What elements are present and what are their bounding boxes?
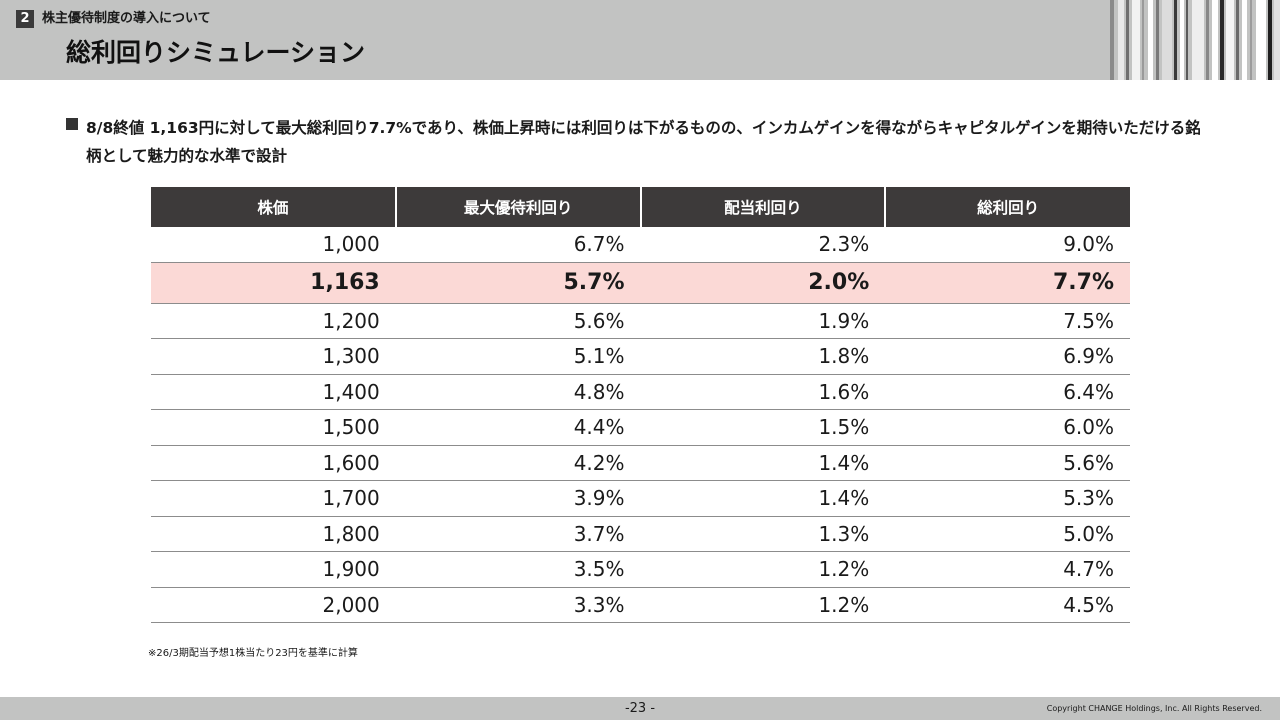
cell-total-yield: 6.4% [885,374,1130,410]
table-row: 1,300 5.1% 1.8% 6.9% [151,338,1130,375]
table-row: 1,500 4.4% 1.5% 6.0% [151,409,1130,446]
table-row-highlighted: 1,163 5.7% 2.0% 7.7% [151,262,1130,304]
column-header-stock-price: 株価 [151,187,396,227]
table-body: 1,000 6.7% 2.3% 9.0% 1,163 5.7% 2.0% 7.7% 1,200 5… [151,227,1130,623]
table-row: 1,000 6.7% 2.3% 9.0% [151,227,1130,263]
cell-dividend-yield: 1.8% [640,338,886,375]
section-number-badge: 2 [16,10,34,28]
cell-stock-price: 1,200 [151,303,396,339]
cell-dividend-yield: 2.3% [640,227,886,263]
decorative-barcode-stripes [1106,0,1280,80]
cell-max-benefit-yield: 3.9% [395,480,641,517]
cell-dividend-yield: 1.5% [640,409,886,446]
cell-max-benefit-yield: 5.1% [395,338,641,375]
cell-stock-price: 1,600 [151,445,396,481]
table-row: 1,900 3.5% 1.2% 4.7% [151,551,1130,588]
cell-total-yield: 5.6% [885,445,1130,481]
column-header-total-yield: 総利回り [884,187,1130,227]
section-title: 株主優待制度の導入について [42,11,211,26]
cell-dividend-yield: 2.0% [640,262,886,304]
cell-stock-price: 1,500 [151,409,396,446]
cell-dividend-yield: 1.6% [640,374,886,410]
summary-text: 8/8終値 1,163円に対して最大総利回り7.7%であり、株価上昇時には利回り… [86,119,1201,165]
cell-max-benefit-yield: 6.7% [395,227,641,263]
cell-dividend-yield: 1.4% [640,445,886,481]
footnote: ※26/3期配当予想1株当たり23円を基準に計算 [148,648,358,659]
cell-total-yield: 9.0% [885,227,1130,263]
cell-total-yield: 6.0% [885,409,1130,446]
cell-dividend-yield: 1.3% [640,516,886,552]
cell-dividend-yield: 1.2% [640,551,886,588]
cell-stock-price: 1,000 [151,227,396,263]
cell-max-benefit-yield: 3.3% [395,587,641,623]
cell-total-yield: 7.7% [885,262,1130,304]
footer-bar: -23 - Copyright CHANGE Holdings, Inc. Al… [0,697,1280,720]
cell-max-benefit-yield: 5.7% [395,262,641,304]
page-number: -23 - [624,701,656,716]
yield-simulation-table: 株価 最大優待利回り 配当利回り 総利回り 1,000 6.7% 2.3% 9.0% 1… [151,187,1130,623]
table-row: 1,600 4.2% 1.4% 5.6% [151,445,1130,481]
header-bar: 2 株主優待制度の導入について 総利回りシミュレーション [0,0,1280,80]
cell-stock-price: 1,163 [151,262,396,304]
cell-stock-price: 1,300 [151,338,396,375]
cell-total-yield: 5.3% [885,480,1130,517]
cell-max-benefit-yield: 4.8% [395,374,641,410]
cell-stock-price: 2,000 [151,587,396,623]
cell-dividend-yield: 1.9% [640,303,886,339]
table-row: 1,400 4.8% 1.6% 6.4% [151,374,1130,410]
cell-total-yield: 4.5% [885,587,1130,623]
page-title: 総利回りシミュレーション [66,38,366,67]
cell-max-benefit-yield: 3.7% [395,516,641,552]
cell-total-yield: 6.9% [885,338,1130,375]
cell-max-benefit-yield: 3.5% [395,551,641,588]
cell-stock-price: 1,800 [151,516,396,552]
cell-total-yield: 5.0% [885,516,1130,552]
cell-dividend-yield: 1.4% [640,480,886,517]
table-row: 1,800 3.7% 1.3% 5.0% [151,516,1130,552]
column-header-dividend-yield: 配当利回り [639,187,886,227]
table-row: 2,000 3.3% 1.2% 4.5% [151,587,1130,623]
summary-bullet: 8/8終値 1,163円に対して最大総利回り7.7%であり、株価上昇時には利回り… [66,114,1206,170]
square-bullet-icon [66,118,78,130]
cell-stock-price: 1,700 [151,480,396,517]
table-header-row: 株価 最大優待利回り 配当利回り 総利回り [151,187,1130,227]
cell-stock-price: 1,900 [151,551,396,588]
cell-stock-price: 1,400 [151,374,396,410]
table-row: 1,700 3.9% 1.4% 5.3% [151,480,1130,517]
cell-dividend-yield: 1.2% [640,587,886,623]
cell-max-benefit-yield: 4.4% [395,409,641,446]
cell-total-yield: 7.5% [885,303,1130,339]
cell-max-benefit-yield: 5.6% [395,303,641,339]
table-row: 1,200 5.6% 1.9% 7.5% [151,303,1130,339]
cell-total-yield: 4.7% [885,551,1130,588]
copyright-text: Copyright CHANGE Holdings, Inc. All Righ… [1046,704,1262,713]
column-header-max-benefit-yield: 最大優待利回り [394,187,641,227]
cell-max-benefit-yield: 4.2% [395,445,641,481]
